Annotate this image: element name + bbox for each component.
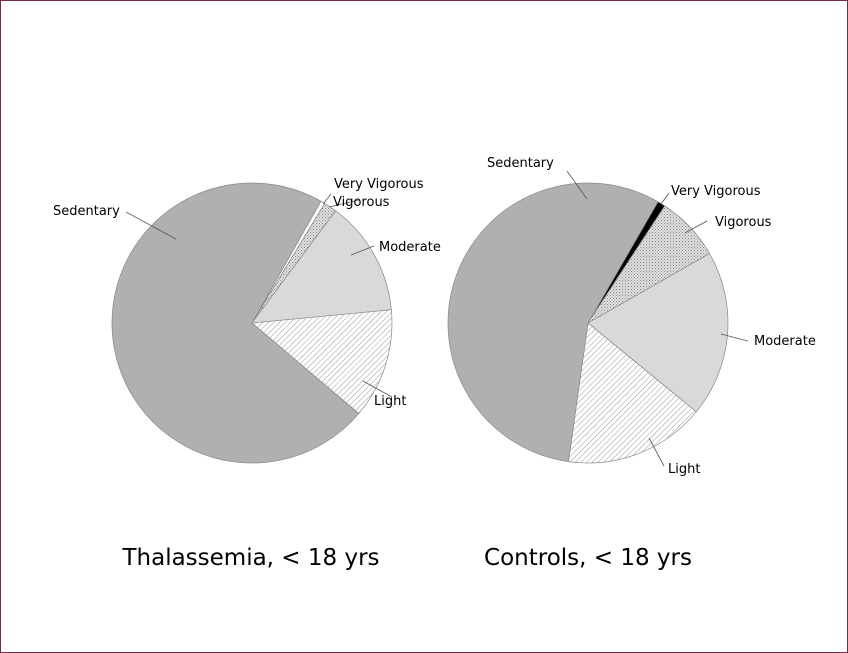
leader-line (362, 380, 393, 398)
slice-label: Light (668, 462, 700, 477)
slice-moderate (587, 253, 729, 413)
slice-sedentary (111, 182, 360, 464)
leader-line (660, 192, 670, 205)
pie-controls: Very Vigorous Vigorous Moderate Light Sedent… (447, 156, 816, 477)
slice-label: Moderate (754, 334, 816, 349)
slice-sedentary (447, 182, 659, 463)
title-controls: Controls, < 18 yrs (484, 545, 692, 571)
title-thalassemia: Thalassemia, < 18 yrs (121, 545, 379, 571)
leader-line (125, 211, 177, 240)
leader-line (350, 245, 375, 256)
slice-label: Very Vigorous (671, 184, 761, 199)
slice-label: Vigorous (715, 215, 772, 230)
slice-label: Sedentary (487, 156, 554, 171)
slice-moderate (251, 210, 392, 324)
slice-label: Vigorous (333, 195, 390, 210)
leader-line (322, 193, 332, 205)
slice-label: Light (374, 394, 406, 409)
leader-line (328, 199, 360, 208)
slice-label: Moderate (379, 240, 441, 255)
slice-light (568, 322, 697, 464)
slice-label: Sedentary (53, 204, 120, 219)
leader-line (566, 170, 588, 200)
leader-line (720, 333, 749, 342)
leader-line (684, 220, 708, 234)
leader-line (648, 437, 665, 467)
slice-light (251, 309, 393, 415)
pie-thalassemia: Very Vigorous Vigorous Moderate Light Sedent… (53, 177, 441, 464)
slice-label: Very Vigorous (334, 177, 424, 192)
